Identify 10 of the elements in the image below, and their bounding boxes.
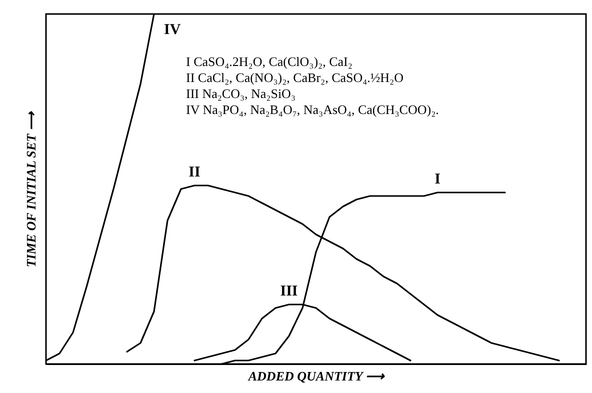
annotation: II CaCl₂, Ca(NO₃)₂, CaBr₂, CaSO₄.½H₂O	[186, 70, 404, 85]
annotation: I CaSO₄.2H₂O, Ca(ClO₃)₂, CaI₂	[186, 54, 352, 69]
series-label: IV	[164, 22, 181, 38]
series-label: II	[188, 164, 200, 180]
x-axis-title: ADDED QUANTITY ⟶	[247, 368, 386, 384]
series-label: I	[434, 172, 441, 188]
series-label: III	[280, 284, 298, 300]
y-axis-title: TIME OF INITIAL SET ⟶	[24, 110, 38, 268]
annotation: IV Na₃PO₄, Na₂B₄O₇, Na₃AsO₄, Ca(CH₃COO)₂.	[186, 102, 439, 117]
annotation: III Na₂CO₃, Na₂SiO₃	[186, 86, 296, 101]
